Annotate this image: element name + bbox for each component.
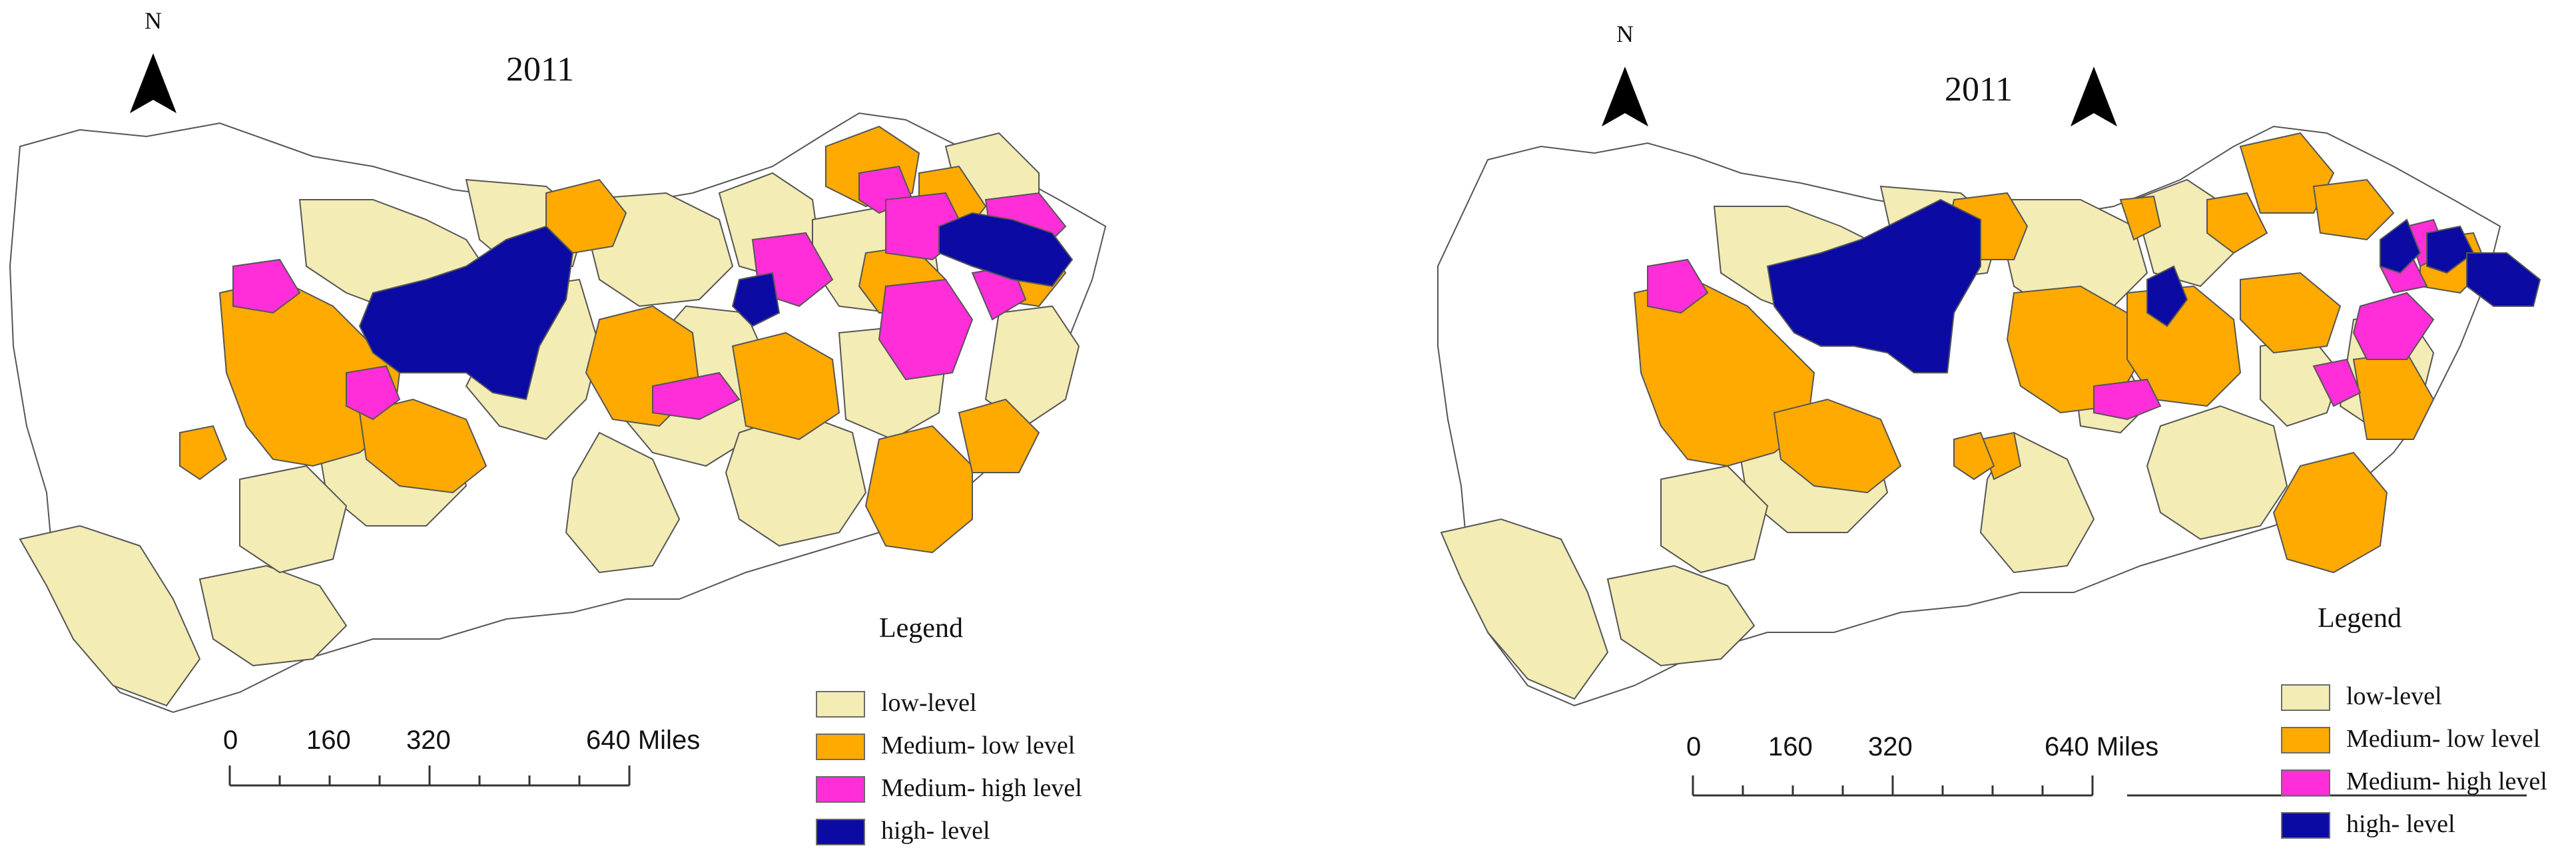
north-label: N xyxy=(1616,21,1634,47)
map-panel-left: N 2011 Legend low-level Medium- low leve… xyxy=(0,0,1288,845)
legend-label: Medium- high level xyxy=(881,774,1082,802)
class-medium-low-area xyxy=(1953,431,1995,481)
map-year: 2011 xyxy=(506,51,575,89)
legend-swatch xyxy=(2281,812,2330,839)
right-panel-decor xyxy=(1288,0,2576,839)
legend-label: high- level xyxy=(881,817,990,845)
north-arrow-icon xyxy=(130,53,176,113)
legend-swatch xyxy=(816,819,865,845)
scale-tick-label: 0 xyxy=(1686,732,1702,761)
scale-tick-label: 640 Miles xyxy=(586,726,701,755)
legend-title: Legend xyxy=(2318,603,2402,634)
scale-tick-label: 320 xyxy=(406,726,451,755)
legend-label: low-level xyxy=(881,689,977,717)
legend-label: Medium- low level xyxy=(2346,725,2541,753)
map-canvas-right xyxy=(1437,67,2541,797)
map-canvas-left xyxy=(9,53,1107,787)
map-panel-right xyxy=(1288,0,2576,839)
legend-label: Medium- high level xyxy=(2346,767,2547,795)
legend-title: Legend xyxy=(879,613,963,644)
legend-swatch xyxy=(816,734,865,760)
scale-tick-label: 640 Miles xyxy=(2045,732,2159,761)
scale-tick-label: 0 xyxy=(223,726,238,755)
north-arrow-icon xyxy=(2071,67,2117,126)
map-panel-right-overlay xyxy=(1288,0,2576,839)
legend-label: low-level xyxy=(2346,682,2442,710)
legend-swatch xyxy=(816,776,865,803)
class-medium-low-areas xyxy=(1633,132,2488,574)
legend-label: Medium- low level xyxy=(881,732,1076,759)
legend-label: high- level xyxy=(2346,810,2455,838)
class-high-areas xyxy=(358,212,1074,401)
legend-swatch xyxy=(2281,684,2330,711)
legend-swatch xyxy=(2281,727,2330,753)
scale-tick-label: 320 xyxy=(1868,732,1913,761)
legend-swatch xyxy=(816,691,865,718)
scale-bar xyxy=(228,765,631,787)
legend-swatch xyxy=(2281,769,2330,796)
map-year: 2011 xyxy=(1945,71,2013,108)
class-high-areas xyxy=(1766,198,2541,373)
scale-tick-label: 160 xyxy=(306,726,351,755)
scale-tick-label: 160 xyxy=(1768,732,1813,761)
north-label: N xyxy=(145,7,162,34)
